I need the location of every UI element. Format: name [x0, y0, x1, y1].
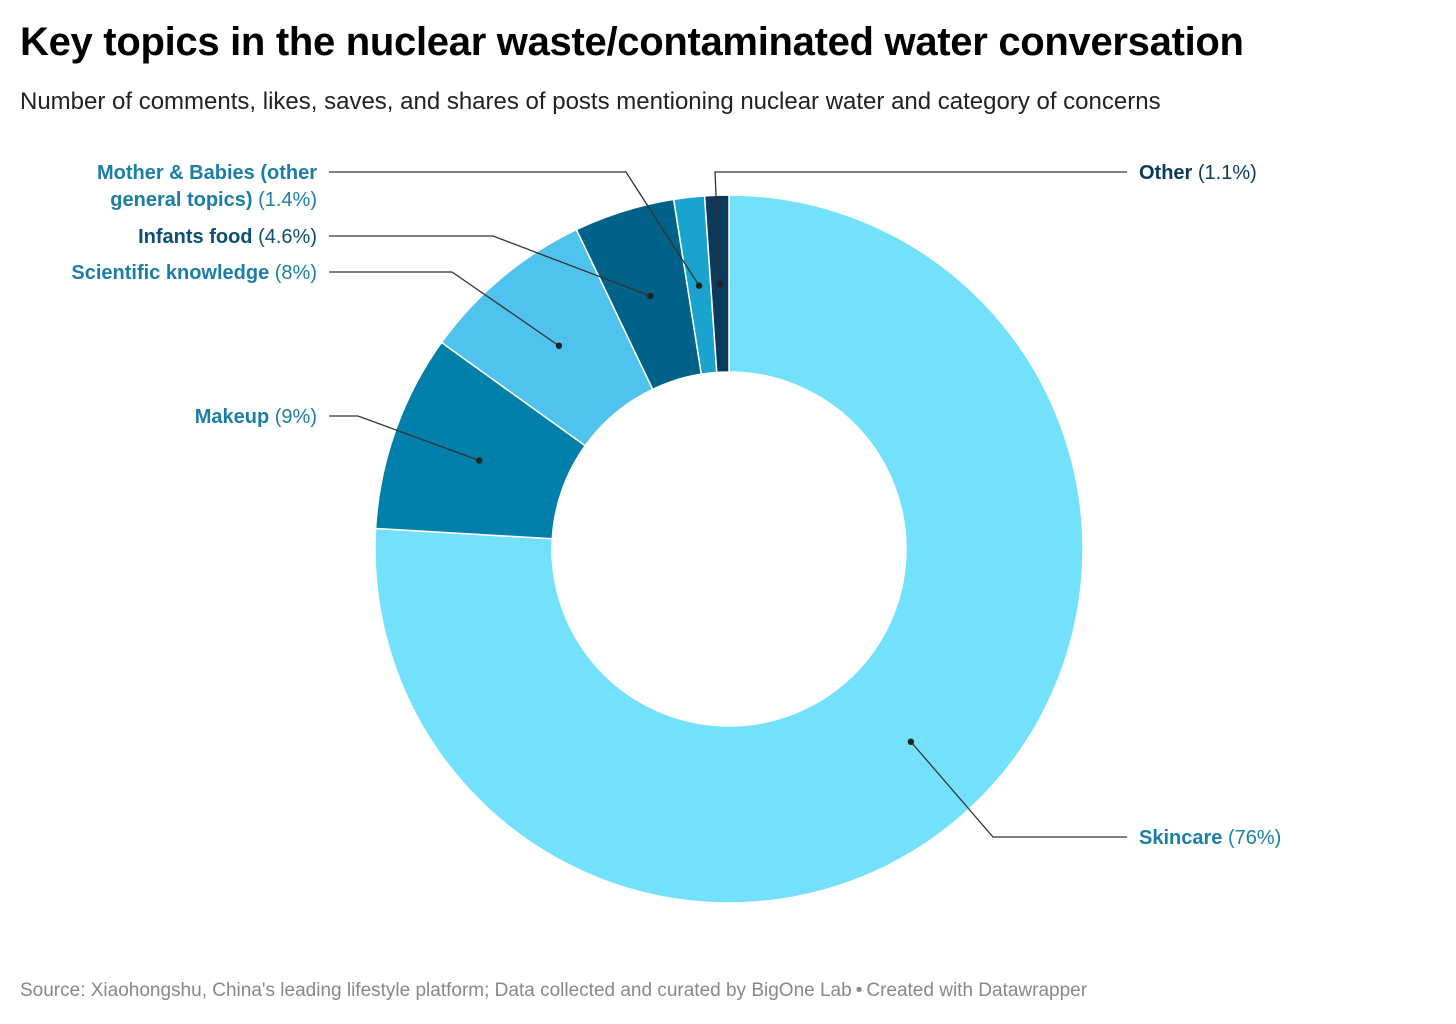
slices-layer [374, 194, 1084, 904]
donut-chart: Skincare (76%) Makeup (9%) Scientific know… [71, 162, 1281, 904]
chart-subtitle: Number of comments, likes, saves, and sh… [20, 88, 1161, 115]
slice-label-value: (9%) [269, 406, 317, 428]
leader-dot-scientific-knowledge [555, 342, 563, 349]
slice-label-scientific-knowledge: Scientific knowledge (8%) [71, 262, 317, 284]
slice-label-infants-food: Infants food (4.6%) [138, 226, 317, 248]
leader-line-scientific-knowledge [329, 271, 560, 347]
slice-label-mother-babies-other-general-topics: Mother & Babies (other general topics) (1… [97, 162, 317, 211]
footer-credit: Created with Datawrapper [866, 980, 1088, 1001]
leader-dot-mother-babies-other-general-topics [695, 282, 703, 289]
slice-label-name: Other [1139, 162, 1193, 184]
slice-label-other: Other (1.1%) [1139, 162, 1257, 184]
slice-labels-layer: Skincare (76%) Makeup (9%) Scientific know… [71, 162, 1281, 849]
slice-label-makeup: Makeup (9%) [195, 406, 317, 428]
leader-dot-makeup [476, 457, 483, 464]
leader-line-other [714, 171, 1127, 285]
slice-label-name: Makeup [195, 406, 269, 428]
leader-dot-skincare [907, 738, 915, 745]
leader-line-mother-babies-other-general-topics [329, 171, 700, 287]
chart-title: Key topics in the nuclear waste/contamin… [20, 20, 1244, 64]
slice-label-skincare: Skincare (76%) [1139, 827, 1281, 849]
leader-lines-layer [329, 171, 1127, 838]
leader-line-makeup [329, 415, 480, 462]
slice-label-name: Skincare [1139, 827, 1222, 849]
leader-line-skincare [910, 741, 1127, 838]
footer-source: Source: Xiaohongshu, China's leading lif… [20, 980, 852, 1001]
leader-line-infants-food [329, 235, 651, 297]
slice-label-value: (1.4%) [253, 189, 317, 211]
leader-dot-infants-food [647, 292, 654, 300]
chart-footer: Source: Xiaohongshu, China's leading lif… [20, 980, 1087, 1002]
slice-label-value: (4.6%) [253, 226, 317, 248]
leader-dot-other [716, 280, 724, 288]
slice-skincare [374, 194, 1084, 904]
footer-separator: • [855, 980, 863, 1001]
slice-label-name: Mother & Babies (other [97, 162, 317, 184]
slice-label-name: Scientific knowledge [71, 262, 269, 284]
slice-label-name: Infants food [138, 226, 252, 248]
slice-label-value: (76%) [1222, 827, 1281, 849]
slice-label-name: general topics) [110, 189, 252, 211]
slice-label-value: (8%) [269, 262, 317, 284]
slice-label-value: (1.1%) [1192, 162, 1256, 184]
